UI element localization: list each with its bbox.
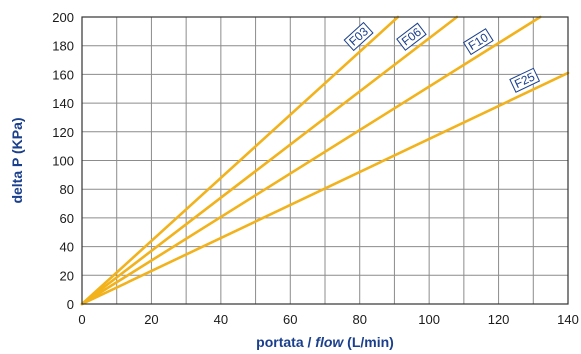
series-line-f25 [80,71,570,306]
series-lines [80,15,570,306]
y-tick-label: 140 [52,96,74,111]
series-line-f10 [80,15,542,306]
x-axis-ticks: 0 20 40 60 80 100 120 140 [78,312,578,327]
y-axis-title: delta P (KPa) [9,117,25,203]
series-line-f03 [80,15,400,306]
plot-frame [81,16,569,305]
grid [81,16,569,305]
series-label-box [396,22,427,51]
series-label-f03: F03 [343,21,374,52]
y-tick-label: 180 [52,39,74,54]
series-line-f06 [80,15,459,306]
y-tick-label: 160 [52,67,74,82]
series-label-box [462,28,494,56]
y-tick-label: 20 [60,268,74,283]
series-label-box [343,21,374,52]
y-tick-label: 120 [52,125,74,140]
y-tick-label: 60 [60,211,74,226]
y-tick-label: 40 [60,240,74,255]
x-tick-label: 0 [78,312,85,327]
y-tick-label: 0 [67,297,74,312]
x-axis-title: portata / flow (L/min) [256,334,394,350]
x-tick-label: 120 [488,312,510,327]
x-tick-label: 100 [418,312,440,327]
y-tick-label: 80 [60,182,74,197]
x-tick-label: 80 [352,312,366,327]
x-tick-label: 60 [283,312,297,327]
x-tick-label: 20 [144,312,158,327]
y-axis-ticks: 0 20 40 60 80 100 120 140 160 180 200 [52,10,74,312]
series-label-box [509,67,541,93]
y-tick-label: 100 [52,154,74,169]
y-tick-label: 200 [52,10,74,25]
x-tick-label: 140 [557,312,579,327]
series-label-f25: F25 [509,67,541,93]
x-tick-label: 40 [214,312,228,327]
